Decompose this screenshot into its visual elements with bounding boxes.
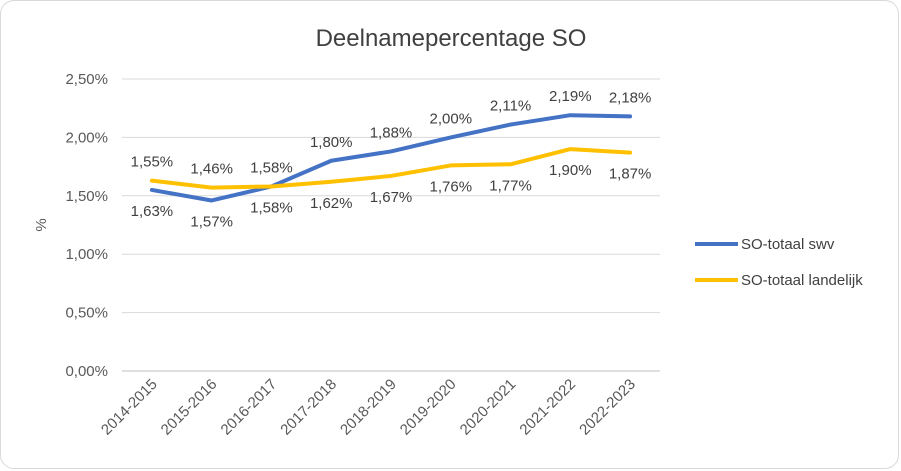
data-label-landelijk: 1,62% xyxy=(310,195,353,212)
y-tick-label: 1,50% xyxy=(65,188,108,205)
x-axis-ticks: 2014-20152015-20162016-20172017-20182018… xyxy=(98,376,639,439)
x-tick-label: 2015-2016 xyxy=(158,376,221,439)
y-axis-ticks: 0,00% 0,50% 1,00% 1,50% 2,00% 2,50% xyxy=(65,71,108,380)
x-tick-label: 2014-2015 xyxy=(98,376,161,439)
data-label-landelijk: 1,58% xyxy=(250,199,293,216)
data-label-swv: 1,80% xyxy=(310,134,353,151)
data-label-landelijk: 1,63% xyxy=(131,203,174,220)
data-label-swv: 1,58% xyxy=(250,159,293,176)
data-label-landelijk: 1,67% xyxy=(370,189,413,206)
data-label-swv: 2,18% xyxy=(609,89,652,106)
data-label-swv: 2,00% xyxy=(430,110,473,127)
data-label-landelijk: 1,90% xyxy=(549,162,592,179)
data-label-swv: 1,55% xyxy=(131,154,174,171)
x-tick-label: 2022-2023 xyxy=(576,376,639,439)
data-label-swv: 1,88% xyxy=(370,124,413,141)
y-axis-label: % xyxy=(33,218,50,231)
y-tick-label: 2,50% xyxy=(65,71,108,88)
legend-label: SO-totaal landelijk xyxy=(741,272,863,289)
x-tick-label: 2020-2021 xyxy=(457,376,520,439)
x-tick-label: 2018-2019 xyxy=(337,376,400,439)
series-line-2 xyxy=(149,147,633,190)
x-tick-label: 2016-2017 xyxy=(218,376,281,439)
series-line-1 xyxy=(149,113,633,203)
data-labels: 1,55% 1,63% 1,46% 1,57% 1,58% 1,58% 1,80% 1,62%… xyxy=(131,88,652,230)
data-label-swv: 1,46% xyxy=(190,161,233,178)
legend-label: SO-totaal swv xyxy=(741,236,835,253)
gridlines xyxy=(122,78,660,372)
data-label-landelijk: 1,76% xyxy=(430,178,473,195)
x-tick-label: 2021-2022 xyxy=(516,376,579,439)
data-label-swv: 2,19% xyxy=(549,88,592,105)
y-tick-label: 0,00% xyxy=(65,363,108,380)
series-lines xyxy=(149,113,633,203)
y-tick-label: 1,00% xyxy=(65,246,108,263)
x-tick-label: 2019-2020 xyxy=(397,376,460,439)
legend: SO-totaal swv SO-totaal landelijk xyxy=(695,236,863,289)
data-label-landelijk: 1,87% xyxy=(609,166,652,183)
data-label-landelijk: 1,57% xyxy=(190,213,233,230)
y-tick-label: 2,00% xyxy=(65,129,108,146)
x-tick-label: 2017-2018 xyxy=(277,376,340,439)
data-label-swv: 2,11% xyxy=(490,98,531,115)
y-tick-label: 0,50% xyxy=(65,305,108,322)
chart-title: Deelnamepercentage SO xyxy=(316,25,587,52)
data-label-landelijk: 1,77% xyxy=(489,177,532,194)
